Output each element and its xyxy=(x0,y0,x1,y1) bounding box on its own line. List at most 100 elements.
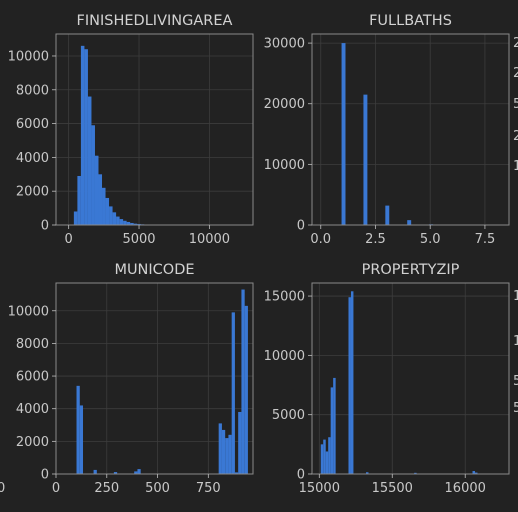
histogram-bar xyxy=(341,43,346,225)
panel-title: MUNICODE xyxy=(114,262,194,278)
x-tick-label: 5.0 xyxy=(420,232,441,247)
histogram-bar xyxy=(113,472,118,474)
y-tick-label: 6000 xyxy=(16,370,49,385)
histogram-bar xyxy=(137,223,141,225)
histogram-bar xyxy=(98,174,103,225)
axes-frame xyxy=(55,282,254,475)
histogram-bar xyxy=(116,216,120,225)
histogram-bar xyxy=(328,437,331,474)
histogram-bar xyxy=(123,220,127,225)
y-tick-label: 10000 xyxy=(8,304,49,319)
histogram-bar xyxy=(365,472,369,474)
panel-title: FULLBATHS xyxy=(369,13,452,29)
x-tick-label: 7.5 xyxy=(475,232,496,247)
x-tick-label: 0 xyxy=(65,232,73,247)
cut-y-tick-label: 5 xyxy=(513,374,518,389)
panel-title: FINISHEDLIVINGAREA xyxy=(77,13,233,29)
cut-y-tick-label: 1 xyxy=(513,334,518,349)
x-tick-label: 250 xyxy=(94,481,119,496)
histogram-bar xyxy=(79,405,84,474)
histogram-bar xyxy=(244,305,248,474)
cut-x-tick-label: 0 xyxy=(0,481,5,496)
histogram-bar xyxy=(109,206,113,225)
histogram-bar xyxy=(363,94,368,225)
axes-frame xyxy=(311,282,510,475)
histogram-bar xyxy=(320,444,324,474)
y-tick-label: 8000 xyxy=(16,337,49,352)
y-tick-label: 20000 xyxy=(264,97,305,112)
x-tick-label: 750 xyxy=(196,481,221,496)
panel-propertyzip: 0 5000 10000 15000 15000 15500 16000 PROPERTYZI… xyxy=(264,262,510,496)
y-tick-label: 0 xyxy=(297,468,305,483)
histogram-bar xyxy=(221,429,226,474)
panel-municode: 0 2000 4000 6000 8000 10000 0 250 500 750 MUNICODE xyxy=(8,262,254,496)
histogram-bar xyxy=(84,49,88,226)
x-tick-label: 500 xyxy=(145,481,170,496)
y-tick-label: 10000 xyxy=(264,158,305,173)
panel-title: PROPERTYZIP xyxy=(362,262,460,278)
histogram-bar xyxy=(105,197,110,225)
axes-frame xyxy=(311,33,510,226)
cut-y-tick-label: 2 xyxy=(513,36,518,51)
x-tick-label: 5000 xyxy=(122,232,155,247)
y-tick-label: 2000 xyxy=(16,435,49,450)
x-tick-label: 16000 xyxy=(445,481,486,496)
x-tick-label: 2.5 xyxy=(365,232,386,247)
y-tick-label: 15000 xyxy=(264,290,305,305)
histogram-bar xyxy=(102,187,106,225)
y-tick-label: 0 xyxy=(41,219,49,234)
y-tick-label: 4000 xyxy=(16,151,49,166)
y-tick-label: 8000 xyxy=(16,83,49,98)
histogram-bar xyxy=(414,472,417,474)
histogram-bar xyxy=(126,221,131,225)
histogram-bar xyxy=(385,205,390,225)
y-tick-label: 10000 xyxy=(264,349,305,364)
cut-y-tick-label: 1 xyxy=(513,289,518,304)
histogram-bar xyxy=(77,175,81,225)
y-tick-label: 4000 xyxy=(16,402,49,417)
y-tick-label: 0 xyxy=(297,219,305,234)
y-tick-label: 10000 xyxy=(8,49,49,64)
y-tick-label: 6000 xyxy=(16,117,49,132)
histogram-bar xyxy=(472,471,475,474)
y-tick-label: 30000 xyxy=(264,37,305,52)
histogram-bar xyxy=(87,96,92,225)
histogram-bar xyxy=(407,220,412,225)
panel-fullbaths: 0 10000 20000 30000 0.0 2.5 5.0 7.5 FULLBATHS xyxy=(264,13,510,247)
histogram-bar xyxy=(76,385,80,474)
histogram-bar xyxy=(231,312,235,474)
y-tick-label: 2000 xyxy=(16,185,49,200)
histogram-bar xyxy=(323,439,326,474)
histogram-bar xyxy=(234,472,239,474)
histogram-bar xyxy=(218,423,222,474)
histogram-bar xyxy=(330,387,334,474)
y-tick-label: 0 xyxy=(41,468,49,483)
cut-y-tick-label: 2 xyxy=(513,66,518,81)
cut-y-tick-label: 5 xyxy=(513,97,518,112)
histogram-bar xyxy=(93,469,97,474)
histogram-bar xyxy=(112,212,117,225)
histogram-bar xyxy=(325,451,329,474)
x-tick-label: 10000 xyxy=(189,232,230,247)
cut-y-tick-label: 1 xyxy=(513,159,518,174)
histogram-bar xyxy=(474,472,478,474)
histogram-bar xyxy=(350,291,354,474)
x-tick-label: 0 xyxy=(52,481,60,496)
histogram-bar xyxy=(225,438,229,474)
histogram-bar xyxy=(91,125,95,225)
histogram-bar xyxy=(73,211,78,225)
histogram-bar xyxy=(134,471,138,474)
panel-finishedlivingarea: 0 2000 4000 6000 8000 10000 0 5000 10000 FINISHED… xyxy=(8,13,254,247)
histogram-bar xyxy=(238,411,242,474)
histogram-bar xyxy=(241,289,245,474)
histogram-bar xyxy=(348,297,351,474)
axes-frame xyxy=(55,33,254,226)
cut-y-tick-label: 2 xyxy=(513,129,518,144)
cut-y-tick-label: 5 xyxy=(513,401,518,416)
x-tick-label: 0.0 xyxy=(310,232,331,247)
histogram-bar xyxy=(119,219,124,225)
histogram-bar xyxy=(137,469,141,474)
histogram-bar xyxy=(94,155,99,225)
histogram-bar xyxy=(130,222,134,225)
